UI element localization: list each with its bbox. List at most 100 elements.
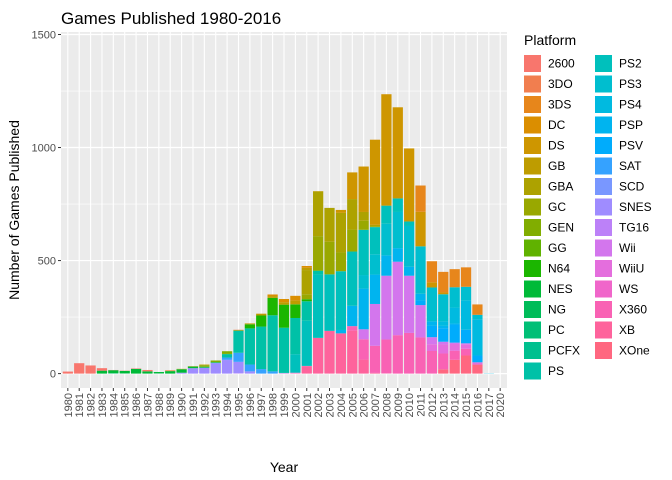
bar-segment-xb xyxy=(347,330,358,374)
bar-segment-sat xyxy=(233,352,244,362)
legend-label: DC xyxy=(548,118,566,132)
bar-segment-gb xyxy=(233,329,244,331)
bar-segment-nes xyxy=(210,362,221,363)
legend-label: TG16 xyxy=(619,221,649,235)
bar-segment-xb xyxy=(324,330,335,374)
bar-segment-ps3 xyxy=(460,286,472,301)
bar-segment-ps3 xyxy=(472,314,483,320)
x-tick-label: 2008 xyxy=(381,393,393,417)
legend-label: PS3 xyxy=(619,77,642,91)
bar-segment-ps2 xyxy=(381,205,392,224)
x-tick-label: 1987 xyxy=(142,393,154,417)
bar-segment-ps xyxy=(244,328,255,365)
legend-key-snes xyxy=(595,198,612,216)
bar-segment-gb xyxy=(290,300,301,305)
bar-segment-snes xyxy=(221,360,233,374)
bar-segment-ps3 xyxy=(369,254,381,275)
bar-segment-ps2 xyxy=(404,221,415,226)
legend-key-x360 xyxy=(595,301,612,318)
legend-label: SAT xyxy=(619,159,642,173)
legend-label: GG xyxy=(548,241,567,255)
y-tick-label: 1500 xyxy=(32,30,56,42)
bar-segment-x360 xyxy=(369,345,381,373)
bar-segment-nes xyxy=(108,370,119,374)
bar-segment-gba xyxy=(313,191,324,237)
bar-segment-wiiu xyxy=(426,344,438,351)
legend-key-ps4 xyxy=(595,96,612,113)
bar-segment-psp xyxy=(392,248,403,262)
bar-segment-dc xyxy=(278,298,290,303)
bar-segment-ps xyxy=(290,317,301,355)
legend-key-wii xyxy=(595,239,612,257)
x-tick-label: 1994 xyxy=(222,393,234,417)
legend-label: NG xyxy=(548,303,566,317)
bar-segment-xb xyxy=(335,333,347,374)
x-tick-label: 1981 xyxy=(74,393,86,417)
x-tick-label: 2005 xyxy=(347,393,359,417)
x-tick-label: 2002 xyxy=(313,393,325,417)
bar-segment-2600 xyxy=(96,368,108,371)
bar-segment-xone xyxy=(438,369,449,374)
x-tick-label: 2012 xyxy=(427,393,439,417)
bar-segment-wiiu xyxy=(449,343,460,351)
legend-label: WiiU xyxy=(619,262,644,276)
bar-segment-scd xyxy=(210,362,221,364)
legend-label: PS4 xyxy=(619,98,642,112)
bar-segment-gc xyxy=(313,236,324,271)
bar-segment-nes xyxy=(119,370,130,374)
bar-segment-psp xyxy=(369,274,381,304)
legend-label: XOne xyxy=(619,344,650,358)
bar-segment-wii xyxy=(460,343,472,345)
x-tick-label: 2004 xyxy=(336,393,348,417)
bar-segment-psp xyxy=(449,323,460,325)
y-tick-label: 0 xyxy=(50,369,56,381)
bar-segment-psv xyxy=(472,355,483,363)
x-tick-label: 1992 xyxy=(199,393,211,417)
bar-segment-gb xyxy=(256,313,267,316)
bar-segment-xone xyxy=(472,364,483,374)
legend-key-nes xyxy=(524,280,541,298)
x-tick-label: 1990 xyxy=(177,393,189,417)
x-tick-label: 1986 xyxy=(131,393,143,417)
bar-segment-xb xyxy=(358,359,369,374)
legend-label: PC xyxy=(548,323,565,337)
legend-key-2600 xyxy=(524,55,541,72)
bar-segment-gen xyxy=(221,351,233,354)
bar-segment-dc xyxy=(290,295,301,301)
bar-segment-sat xyxy=(244,364,255,372)
x-tick-label: 1991 xyxy=(188,393,200,417)
bar-segment-3ds xyxy=(472,304,483,315)
bar-segment-3ds xyxy=(426,261,438,283)
bars xyxy=(62,94,494,374)
bar-segment-nes xyxy=(199,366,210,368)
bar-segment-ps2 xyxy=(324,274,335,331)
legend-key-wiiu xyxy=(595,260,612,277)
x-tick-label: 2003 xyxy=(325,393,337,417)
legend-key-3do xyxy=(524,75,541,93)
x-tick-label: 2011 xyxy=(416,393,428,417)
legend-key-sat xyxy=(595,157,612,175)
bar-segment-x360 xyxy=(381,339,392,374)
bar-segment-snes xyxy=(199,367,210,374)
bar-segment-wii xyxy=(369,303,381,346)
bar-segment-snes xyxy=(233,361,244,374)
bar-segment-gb xyxy=(244,323,255,325)
legend-key-gb xyxy=(524,157,541,175)
bar-segment-nes xyxy=(142,371,153,374)
bar-segment-wii xyxy=(449,342,460,344)
legend-label: PS2 xyxy=(619,57,642,71)
bar-segment-ps xyxy=(267,315,278,372)
legend-key-xone xyxy=(595,342,612,359)
x-tick-label: 1984 xyxy=(108,393,120,417)
bar-segment-nes xyxy=(176,369,187,373)
bar-segment-ps4 xyxy=(460,300,472,330)
bar-segment-xone xyxy=(460,355,472,374)
bar-segment-sat xyxy=(256,369,267,374)
bar-segment-psp xyxy=(426,321,438,326)
bar-segment-ds xyxy=(335,209,347,213)
bar-segment-psp xyxy=(438,325,449,329)
legend-label: N64 xyxy=(548,262,570,276)
x-tick-label: 1980 xyxy=(63,393,75,417)
bar-segment-gc xyxy=(301,294,312,300)
bar-segment-3ds xyxy=(415,185,426,212)
